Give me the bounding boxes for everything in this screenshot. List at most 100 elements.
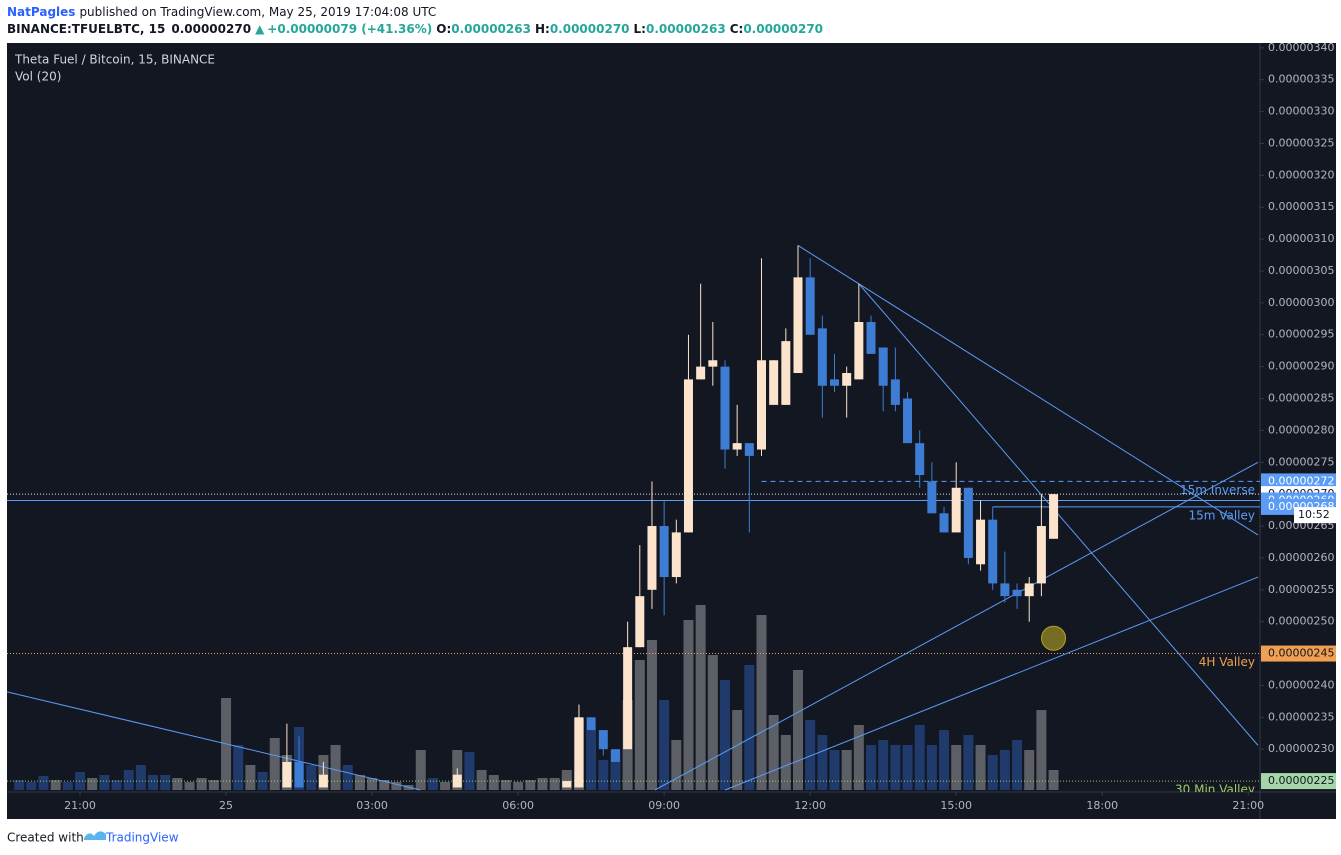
y-tick-label: 0.00000275	[1268, 455, 1334, 468]
y-tick-label: 0.00000295	[1268, 328, 1334, 341]
candle-body	[562, 781, 572, 788]
published: published on TradingView.com, May 25, 20…	[79, 5, 436, 19]
price-box	[1261, 645, 1336, 662]
candle-body	[769, 360, 779, 405]
volume-bar	[598, 760, 609, 790]
volume-bar	[1012, 740, 1023, 790]
volume-bar	[269, 738, 280, 790]
candle-body	[610, 749, 620, 762]
volume-bar	[866, 745, 877, 790]
volume-bar	[330, 745, 341, 790]
footer-text: Created with	[7, 831, 84, 845]
symbol: BINANCE:TFUELBTC, 15	[7, 22, 165, 36]
candle-body	[1024, 583, 1034, 597]
volume-bar	[634, 660, 645, 790]
footer-logo[interactable]: TradingView	[84, 831, 179, 845]
y-tick-label: 0.00000280	[1268, 423, 1334, 436]
level-name: 4H Valley	[1199, 655, 1255, 669]
candle-body	[903, 398, 913, 444]
candle-body	[951, 487, 961, 533]
volume-bar	[525, 780, 536, 790]
candle-body	[282, 761, 292, 788]
volume-bar	[659, 700, 670, 790]
volume-bar	[233, 745, 244, 790]
candle-body	[805, 277, 815, 335]
volume-bar	[890, 745, 901, 790]
candle-body	[683, 379, 693, 533]
x-tick-label: 06:00	[502, 799, 534, 812]
candle-body	[294, 761, 304, 788]
y-tick-label: 0.00000290	[1268, 360, 1334, 373]
countdown-box	[1294, 507, 1336, 524]
volume-bar	[99, 775, 110, 790]
level-name: 30 Min Valley	[1175, 783, 1255, 797]
candle-body	[647, 526, 657, 590]
volume-bar	[975, 745, 986, 790]
ohlc-value: 0.00000270	[743, 22, 823, 36]
header-line: NatPagles published on TradingView.com, M…	[7, 5, 436, 19]
y-tick-label: 0.00000310	[1268, 232, 1334, 245]
volume-bar	[50, 780, 61, 790]
ohlc-key: C:	[730, 22, 744, 36]
candle-body	[671, 532, 681, 578]
volume-bar	[1036, 710, 1047, 790]
x-tick-label: 21:00	[1232, 799, 1264, 812]
y-tick-label: 0.00000300	[1268, 296, 1334, 309]
trendline	[858, 283, 1259, 746]
price-box-label: 0.00000245	[1268, 647, 1334, 660]
volume-bar	[367, 778, 378, 790]
volume-bar	[853, 725, 864, 790]
brand[interactable]: TradingView	[105, 831, 179, 845]
volume-bar	[379, 780, 390, 790]
candle-body	[1049, 494, 1059, 539]
volume-bar	[172, 778, 183, 790]
trendline	[797, 245, 1259, 536]
y-tick-label: 0.00000315	[1268, 200, 1334, 213]
volume-bar	[1024, 750, 1035, 790]
volume-bar	[768, 715, 779, 790]
author[interactable]: NatPagles	[7, 5, 75, 19]
volume-bar	[415, 750, 426, 790]
volume-bar	[14, 780, 25, 790]
volume-bar	[111, 780, 122, 790]
plot-area: 15m Inverse 15m Valley 4H Valley 30 Min Val…	[7, 245, 1260, 797]
ohlc-value: 0.00000270	[550, 22, 630, 36]
x-tick-label: 18:00	[1086, 799, 1118, 812]
volume-bar	[500, 780, 511, 790]
volume-bar	[75, 772, 86, 790]
volume-bar	[817, 735, 828, 790]
volume-bar	[160, 775, 171, 790]
volume-bar	[987, 755, 998, 790]
volume-bar	[87, 778, 98, 790]
volume-bar	[732, 710, 743, 790]
volume-bar	[744, 665, 755, 790]
volume-bar	[963, 735, 974, 790]
candle-body	[659, 526, 669, 578]
candle-body	[842, 373, 852, 386]
volume-bar	[354, 775, 365, 790]
volume-bar	[561, 770, 572, 790]
y-tick-label: 0.00000285	[1268, 392, 1334, 405]
volume-bar	[476, 770, 487, 790]
volume-bar	[1048, 770, 1059, 790]
chart-background	[7, 43, 1336, 819]
volume-bar	[939, 730, 950, 790]
volume-legend: Vol (20)	[15, 70, 61, 84]
volume-bar	[342, 765, 353, 790]
volume-bar	[586, 730, 597, 790]
logo-icon	[84, 831, 106, 840]
y-tick-label: 0.00000340	[1268, 41, 1334, 54]
candle-body	[696, 366, 706, 380]
candle-body	[793, 277, 803, 374]
price-box	[1261, 773, 1336, 790]
candle-body	[623, 647, 633, 750]
candle-body	[866, 321, 876, 354]
ohlc-value: 0.00000263	[451, 22, 531, 36]
ohlc-key: H:	[535, 22, 550, 36]
candle-body	[988, 519, 998, 584]
candle-body	[744, 443, 754, 456]
level-name: 15m Inverse	[1180, 483, 1255, 497]
candle-body	[318, 774, 328, 788]
volume-bar	[902, 745, 913, 790]
